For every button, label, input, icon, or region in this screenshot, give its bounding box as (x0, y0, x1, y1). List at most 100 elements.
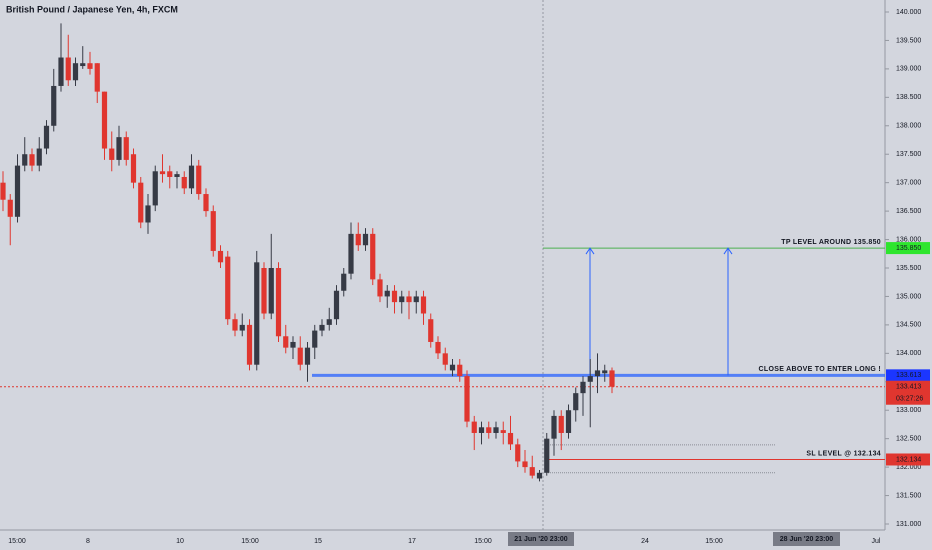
candle-body (261, 268, 267, 314)
candle-body (196, 165, 202, 195)
candle-body (319, 324, 325, 331)
candle-body (58, 57, 64, 86)
x-tick-label: 10 (176, 538, 184, 545)
candle-body (587, 376, 593, 382)
candle-body (609, 370, 615, 387)
candle-body (507, 432, 514, 445)
candle-body (217, 250, 224, 263)
y-tick-label: 131.500 (896, 492, 921, 499)
candle-body (348, 233, 354, 274)
candle-body (304, 347, 311, 365)
y-tick-label: 136.000 (896, 236, 921, 243)
x-tick-label: 15:00 (474, 538, 492, 545)
candle-body (188, 165, 195, 189)
candle-body (442, 353, 448, 365)
candle-body (355, 233, 361, 246)
candle-body (573, 393, 579, 411)
candle-body (80, 63, 86, 67)
x-tick-label: 8 (86, 538, 90, 545)
candle-body (138, 182, 144, 223)
candle-body (94, 63, 100, 92)
timer: 03:27:26 (896, 396, 923, 403)
y-tick-label: 138.000 (896, 123, 921, 130)
candle-body (275, 268, 282, 337)
candle-body (312, 330, 318, 348)
candle-body (478, 427, 485, 433)
candle-body (246, 324, 253, 365)
candle-body (123, 137, 129, 160)
candle-body (493, 427, 499, 433)
crosshair-label: 21 Jun '20 23:00 (514, 536, 568, 543)
x-tick-label: 17 (408, 538, 416, 545)
y-tick-label: 140.000 (896, 9, 921, 16)
candle-body (14, 165, 21, 217)
y-tick-label: 134.500 (896, 322, 921, 329)
candle-body (268, 268, 274, 314)
arrow-head (723, 247, 733, 255)
candle-body (500, 430, 506, 433)
y-tick-label: 134.000 (896, 350, 921, 357)
price-tag-label: 133.613 (896, 372, 921, 379)
candle-body (602, 370, 608, 374)
candle-body (29, 154, 35, 166)
candle-body (290, 341, 296, 348)
candle-body (283, 336, 289, 348)
y-tick-label: 139.000 (896, 66, 921, 73)
crosshair-label: 28 Jun '20 23:00 (780, 536, 834, 543)
candle-body (558, 415, 564, 433)
candle-body (449, 364, 456, 371)
chart-title: British Pound / Japanese Yen, 4h, FXCM (6, 4, 178, 14)
candle-body (551, 415, 557, 439)
candle-body (167, 171, 173, 177)
price-tag-label: 132.134 (896, 456, 921, 463)
candle-body (515, 444, 521, 462)
x-tick-label: Jul (872, 538, 881, 545)
candle-body (522, 461, 528, 468)
candle-body (116, 137, 122, 160)
candle-body (254, 262, 260, 365)
candle-body (87, 63, 93, 69)
candle-body (232, 319, 238, 331)
candle-body (580, 381, 586, 394)
price-tag (886, 453, 930, 466)
y-tick-label: 137.500 (896, 151, 921, 158)
y-tick-label: 137.000 (896, 180, 921, 187)
candle-body (43, 125, 50, 149)
candle-body (384, 290, 390, 297)
level-text: TP LEVEL AROUND 135.850 (781, 239, 881, 246)
x-tick-label: 15:00 (705, 538, 723, 545)
candle-body (370, 233, 376, 280)
candle-body (203, 194, 209, 212)
candle-body (130, 154, 137, 183)
crosshair-label-box (773, 532, 840, 546)
candle-body (210, 211, 216, 251)
candle-body (333, 290, 340, 320)
candle-body (457, 364, 463, 377)
candle-body (428, 319, 434, 342)
candle-body (297, 347, 303, 365)
candle-body (181, 176, 187, 189)
price-tag-label: 135.850 (896, 245, 921, 252)
candle-body (544, 438, 550, 473)
y-tick-label: 132.500 (896, 436, 921, 443)
candle-body (377, 279, 383, 297)
candle-body (464, 376, 470, 422)
y-tick-label: 136.500 (896, 208, 921, 215)
candle-body (159, 171, 166, 175)
y-tick-label: 132.000 (896, 464, 921, 471)
candle-body (109, 148, 115, 160)
y-tick-label: 135.000 (896, 293, 921, 300)
candle-body (174, 174, 180, 177)
price-tag-label: 133.413 (896, 384, 921, 391)
x-tick-label: 15:00 (8, 538, 26, 545)
y-tick-label: 133.000 (896, 407, 921, 414)
y-tick-label: 135.500 (896, 265, 921, 272)
candle-body (529, 467, 535, 476)
y-tick-label: 138.500 (896, 94, 921, 101)
candle-body (239, 324, 245, 331)
candle-body (65, 57, 71, 81)
candle-body (101, 91, 108, 149)
candle-body (471, 421, 477, 433)
